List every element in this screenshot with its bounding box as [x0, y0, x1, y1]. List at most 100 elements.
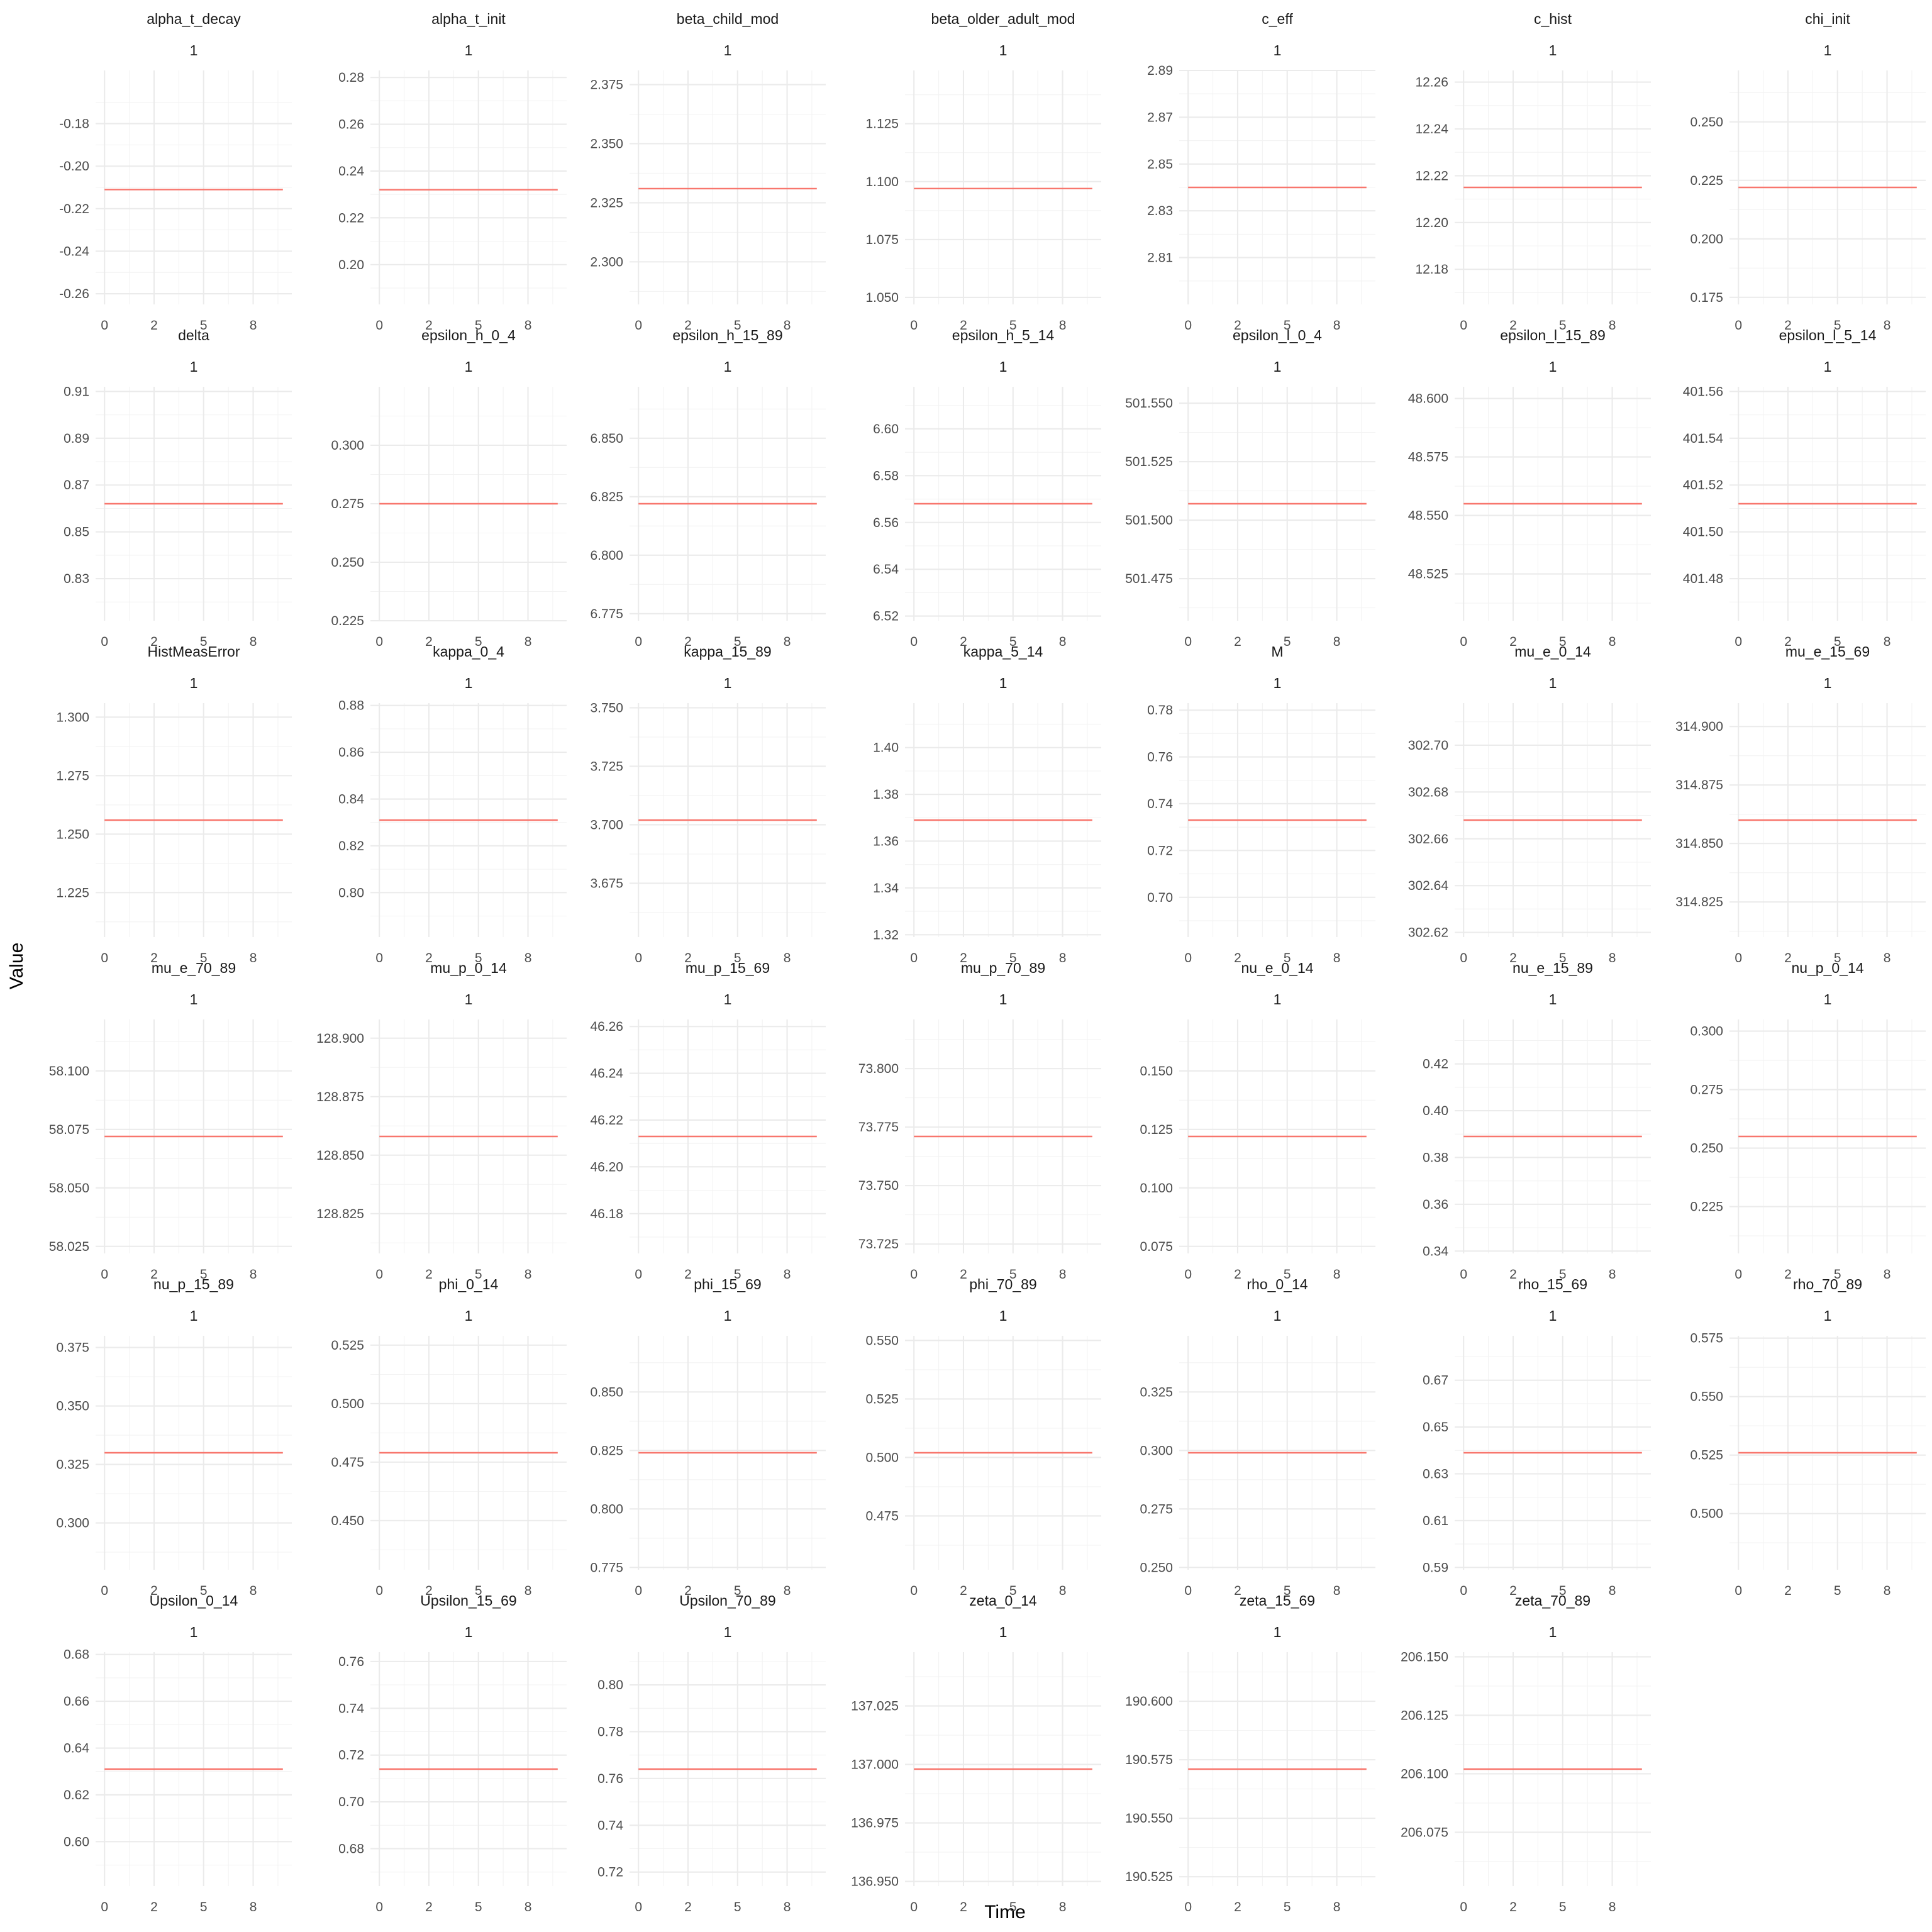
- facet-title: rho_0_14: [1246, 1276, 1307, 1292]
- x-tick-label: 2: [960, 1267, 967, 1282]
- y-tick-label: 2.350: [590, 136, 623, 151]
- facet-panel: M 1 0.70 0.72 0.74 0.76 0.78 0 2 5 8: [1147, 643, 1375, 965]
- y-tick-label: 0.70: [338, 1795, 364, 1809]
- facet-strip-label: 1: [1274, 675, 1282, 691]
- y-tick-label: 58.050: [49, 1181, 89, 1196]
- facet-title: phi_0_14: [439, 1276, 499, 1292]
- x-tick-label: 2: [425, 1900, 433, 1914]
- x-tick-label: 5: [1834, 635, 1841, 649]
- y-tick-label: 0.60: [64, 1835, 89, 1849]
- facet-panel: c_hist 1 12.18 12.20 12.22 12.24 12.26 0 2 5 8: [1415, 11, 1651, 333]
- x-tick-label: 5: [1284, 1900, 1291, 1914]
- x-tick-label: 8: [1333, 1900, 1341, 1914]
- facet-title: epsilon_h_5_14: [952, 327, 1055, 343]
- facet-title: HistMeasError: [148, 643, 240, 660]
- y-tick-label: 73.775: [858, 1120, 899, 1135]
- y-tick-label: 314.900: [1675, 719, 1723, 734]
- facet-panel: nu_e_15_89 1 0.34 0.36 0.38 0.40 0.42 0 2 5 8: [1423, 960, 1651, 1282]
- x-tick-label: 2: [1234, 951, 1241, 965]
- x-tick-label: 5: [1834, 1584, 1841, 1598]
- x-tick-label: 8: [250, 1267, 257, 1282]
- y-tick-label: 401.52: [1683, 478, 1723, 492]
- y-tick-label: 190.525: [1125, 1870, 1173, 1884]
- y-tick-label: 0.26: [338, 118, 364, 132]
- x-tick-label: 8: [250, 1584, 257, 1598]
- y-tick-label: 0.275: [1690, 1083, 1723, 1097]
- facet-title: phi_15_69: [694, 1276, 761, 1292]
- facet-panel: alpha_t_decay 1 -0.26 -0.24 -0.22 -0.20 -0.18 0…: [59, 11, 292, 333]
- x-tick-label: 8: [1884, 318, 1891, 333]
- facet-strip-label: 1: [465, 1307, 473, 1324]
- facet-strip-label: 1: [465, 1624, 473, 1640]
- y-tick-label: 0.67: [1423, 1374, 1448, 1388]
- y-tick-label: 0.475: [331, 1455, 364, 1470]
- facet-strip-label: 1: [1549, 1307, 1557, 1324]
- facet-strip-label: 1: [724, 42, 732, 58]
- x-tick-label: 8: [1333, 635, 1341, 649]
- y-tick-label: 0.275: [331, 497, 364, 511]
- x-tick-label: 8: [1609, 1900, 1616, 1914]
- y-tick-label: 1.34: [873, 881, 899, 896]
- x-tick-label: 2: [425, 1267, 433, 1282]
- facet-title: beta_child_mod: [677, 11, 779, 27]
- y-tick-label: 0.325: [56, 1458, 89, 1472]
- x-tick-label: 2: [150, 635, 158, 649]
- x-tick-label: 2: [150, 318, 158, 333]
- facet-title: nu_e_15_89: [1513, 960, 1593, 976]
- x-tick-label: 5: [200, 1267, 208, 1282]
- facet-panel: kappa_5_14 1 1.32 1.34 1.36 1.38 1.40 0 2 5 8: [873, 643, 1101, 965]
- facet-strip-label: 1: [724, 1307, 732, 1324]
- x-tick-label: 0: [1735, 951, 1742, 965]
- facet-title: kappa_5_14: [963, 643, 1043, 660]
- y-tick-label: 0.59: [1423, 1560, 1448, 1575]
- x-tick-label: 5: [200, 1584, 208, 1598]
- y-tick-label: 0.76: [1147, 750, 1173, 765]
- y-tick-label: 48.525: [1408, 567, 1448, 582]
- y-tick-label: 0.250: [1690, 115, 1723, 130]
- x-tick-label: 8: [1059, 951, 1067, 965]
- x-tick-label: 2: [1509, 1267, 1517, 1282]
- y-tick-label: 46.22: [590, 1113, 623, 1128]
- y-tick-label: 0.300: [1140, 1443, 1173, 1458]
- y-tick-label: 6.56: [873, 516, 899, 530]
- y-tick-label: 302.68: [1408, 785, 1448, 799]
- y-tick-label: 206.075: [1401, 1825, 1448, 1840]
- x-tick-label: 8: [250, 635, 257, 649]
- x-tick-label: 5: [200, 951, 208, 965]
- facet-strip-label: 1: [1549, 358, 1557, 375]
- y-tick-label: 136.950: [851, 1875, 899, 1889]
- x-axis-title: Time: [984, 1902, 1026, 1923]
- y-tick-label: 128.825: [316, 1207, 364, 1221]
- x-tick-label: 0: [101, 1584, 108, 1598]
- y-tick-label: 2.300: [590, 255, 623, 269]
- y-tick-label: 501.500: [1125, 513, 1173, 528]
- x-tick-label: 8: [525, 1900, 532, 1914]
- y-tick-label: 0.74: [1147, 797, 1173, 811]
- facet-strip-label: 1: [1274, 42, 1282, 58]
- y-tick-label: 0.550: [865, 1333, 899, 1348]
- facet-title: mu_p_0_14: [430, 960, 507, 976]
- facet-panel: beta_older_adult_mod 1 1.050 1.075 1.100 1.12…: [865, 11, 1101, 333]
- y-tick-label: 12.24: [1415, 122, 1448, 136]
- y-tick-label: 48.600: [1408, 392, 1448, 406]
- facet-title: zeta_15_69: [1240, 1592, 1315, 1609]
- x-tick-label: 2: [1784, 318, 1792, 333]
- x-tick-label: 8: [250, 318, 257, 333]
- x-tick-label: 0: [375, 635, 383, 649]
- y-tick-label: 206.125: [1401, 1708, 1448, 1723]
- x-tick-label: 5: [1009, 1900, 1017, 1914]
- facet-strip-label: 1: [190, 358, 198, 375]
- x-tick-label: 0: [1184, 1584, 1192, 1598]
- y-tick-label: 58.100: [49, 1064, 89, 1079]
- x-tick-label: 0: [375, 318, 383, 333]
- x-tick-label: 8: [1333, 318, 1341, 333]
- y-tick-label: 0.87: [64, 478, 89, 492]
- x-tick-label: 0: [910, 635, 918, 649]
- facet-strip-label: 1: [999, 675, 1008, 691]
- facet-panel: rho_15_69 1 0.59 0.61 0.63 0.65 0.67 0 2 5 8: [1423, 1276, 1651, 1598]
- facet-title: zeta_70_89: [1515, 1592, 1591, 1609]
- x-tick-label: 8: [1059, 635, 1067, 649]
- y-tick-label: 0.62: [64, 1788, 89, 1802]
- x-tick-label: 0: [910, 1267, 918, 1282]
- y-tick-label: 401.48: [1683, 572, 1723, 586]
